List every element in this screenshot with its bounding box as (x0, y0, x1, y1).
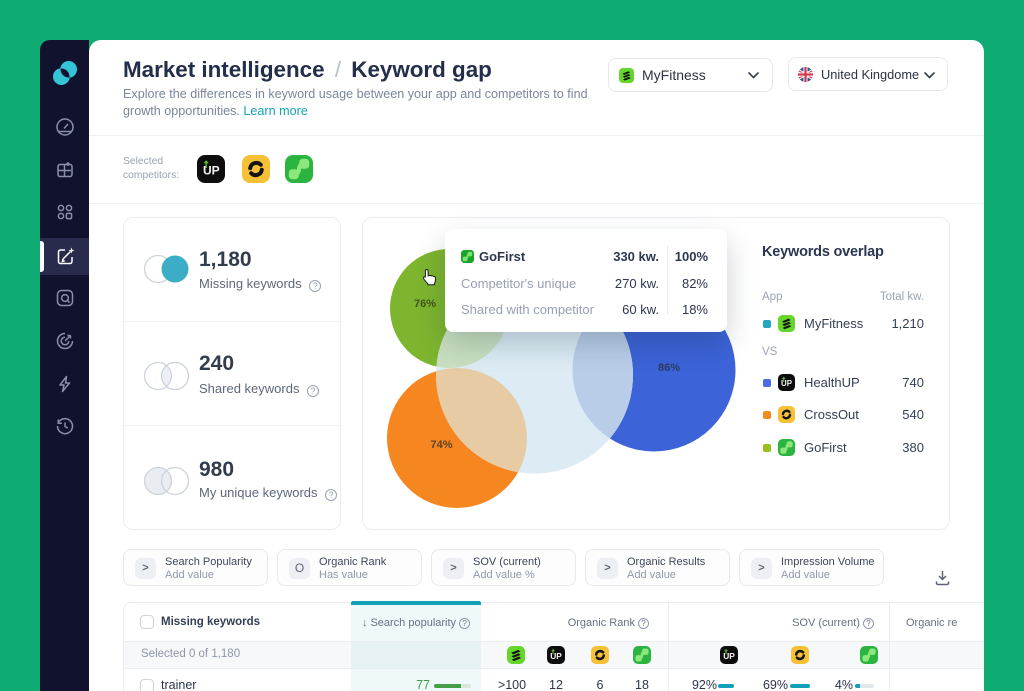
svg-text:UP: UP (723, 651, 735, 661)
svg-text:UP: UP (203, 164, 220, 178)
svg-text:74%: 74% (430, 439, 452, 451)
svg-text:UP: UP (781, 379, 792, 388)
svg-text:86%: 86% (658, 362, 680, 374)
svg-text:UP: UP (550, 651, 562, 661)
svg-text:76%: 76% (414, 298, 436, 310)
